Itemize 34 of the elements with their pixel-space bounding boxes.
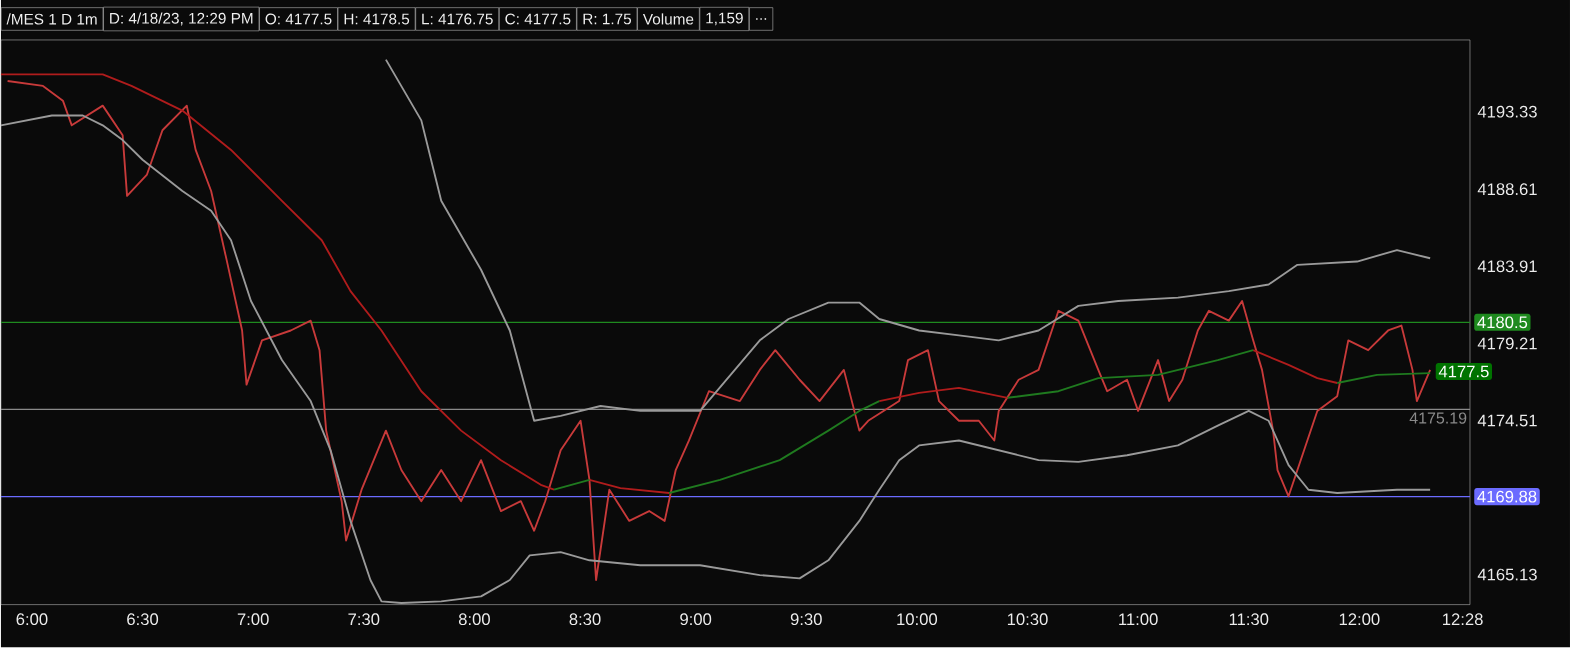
x-tick-label: 9:00 xyxy=(680,613,712,626)
text: D: 4/18/23, 12:29 PM xyxy=(110,12,253,26)
ref-line-label: 4175.19 xyxy=(1409,412,1467,424)
y-tick-label: 4193.33 xyxy=(1477,106,1537,118)
text: L: 4176.75 xyxy=(422,13,493,25)
x-tick-label: 12:00 xyxy=(1339,613,1380,626)
text: H: 4178.5 xyxy=(344,13,410,25)
text: R: 1.75 xyxy=(583,13,632,25)
x-tick-label: 11:00 xyxy=(1119,613,1158,626)
y-tick-label: 4179.21 xyxy=(1477,337,1537,350)
text: ... xyxy=(756,18,767,20)
x-tick-label: 7:00 xyxy=(237,613,269,626)
annotation: 4177.5 xyxy=(1438,365,1489,378)
text: C: 4177.5 xyxy=(505,13,571,25)
x-tick-label: 6:00 xyxy=(16,613,48,626)
x-tick-label: 8:00 xyxy=(458,613,490,626)
x-tick-label: 9:30 xyxy=(790,613,822,626)
x-tick-label: 12:28 xyxy=(1443,613,1483,626)
text: 1,159 xyxy=(706,12,743,26)
text: Volume xyxy=(642,13,694,25)
x-tick-label: 8:30 xyxy=(569,613,601,626)
y-tick-label: 4165.13 xyxy=(1477,568,1537,581)
x-tick-label: 10:30 xyxy=(1007,613,1048,626)
x-tick-label: 6:30 xyxy=(127,613,159,626)
text: /MES 1 D 1m xyxy=(6,13,97,25)
x-tick-label: 11:30 xyxy=(1229,613,1269,626)
y-tick-label: 4188.61 xyxy=(1477,183,1537,196)
text: O: 4177.5 xyxy=(265,13,332,25)
ref-line-label: 4169.88 xyxy=(1477,490,1537,503)
y-tick-label: 4183.91 xyxy=(1477,260,1537,273)
x-tick-label: 7:30 xyxy=(348,613,380,626)
ref-line-label: 4180.5 xyxy=(1477,316,1528,329)
x-tick-label: 10:00 xyxy=(897,613,938,626)
y-tick-label: 4174.51 xyxy=(1477,415,1537,427)
